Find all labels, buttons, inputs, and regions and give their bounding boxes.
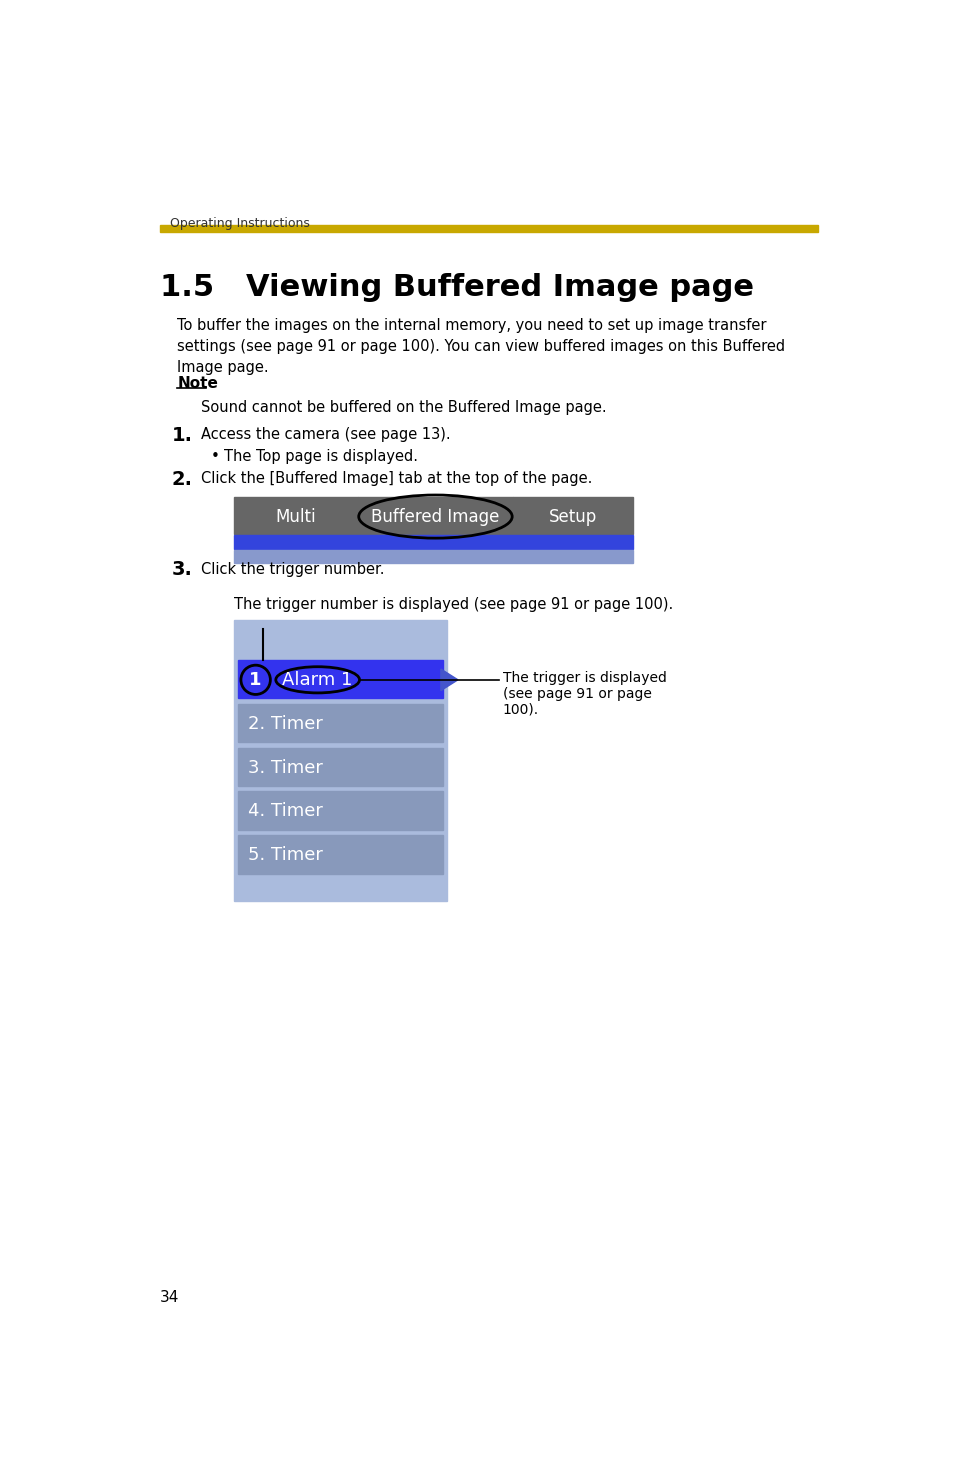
Text: 5. Timer: 5. Timer <box>248 847 322 864</box>
Text: 1: 1 <box>249 671 262 689</box>
Bar <box>237 835 443 873</box>
Text: Buffered Image: Buffered Image <box>371 507 499 525</box>
Text: Alarm 1: Alarm 1 <box>282 671 353 689</box>
Text: 1.5   Viewing Buffered Image page: 1.5 Viewing Buffered Image page <box>159 273 753 302</box>
Text: The Top page is displayed.: The Top page is displayed. <box>224 448 417 463</box>
Bar <box>233 535 633 549</box>
Text: 1.: 1. <box>172 426 193 444</box>
Text: 2. Timer: 2. Timer <box>248 715 322 733</box>
Text: 3.: 3. <box>172 560 193 580</box>
Text: 3. Timer: 3. Timer <box>248 758 322 777</box>
Text: Setup: Setup <box>548 507 597 525</box>
Text: 34: 34 <box>159 1289 179 1305</box>
Bar <box>159 224 818 233</box>
Text: 4. Timer: 4. Timer <box>248 802 322 820</box>
Text: To buffer the images on the internal memory, you need to set up image transfer
s: To buffer the images on the internal mem… <box>177 319 784 375</box>
Text: Sound cannot be buffered on the Buffered Image page.: Sound cannot be buffered on the Buffered… <box>200 400 605 416</box>
Bar <box>237 748 443 786</box>
Text: The trigger number is displayed (see page 91 or page 100).: The trigger number is displayed (see pag… <box>233 597 673 612</box>
Bar <box>233 550 633 563</box>
Text: 2.: 2. <box>172 469 193 488</box>
Text: Note: Note <box>177 376 218 391</box>
Text: Operating Instructions: Operating Instructions <box>170 217 309 230</box>
Bar <box>233 620 447 901</box>
Polygon shape <box>440 670 457 690</box>
Text: •: • <box>211 448 219 463</box>
Bar <box>237 659 443 698</box>
Text: Click the trigger number.: Click the trigger number. <box>200 562 384 577</box>
Bar <box>357 497 513 534</box>
Text: The trigger is displayed
(see page 91 or page
100).: The trigger is displayed (see page 91 or… <box>502 671 666 717</box>
Text: Click the [Buffered Image] tab at the top of the page.: Click the [Buffered Image] tab at the to… <box>200 471 592 487</box>
Bar <box>237 704 443 742</box>
Bar <box>513 497 633 534</box>
Text: Multi: Multi <box>275 507 316 525</box>
Bar <box>237 792 443 830</box>
Text: Access the camera (see page 13).: Access the camera (see page 13). <box>200 428 450 442</box>
Bar <box>233 497 357 534</box>
